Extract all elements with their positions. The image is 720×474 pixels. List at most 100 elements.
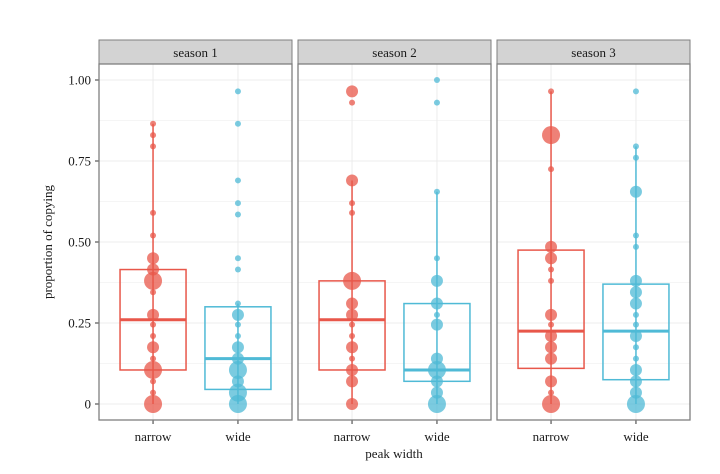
- strip-label: season 3: [571, 45, 615, 60]
- data-point: [548, 266, 555, 273]
- data-point: [632, 232, 639, 239]
- data-point: [433, 99, 440, 106]
- data-point: [147, 341, 160, 354]
- data-point: [228, 360, 247, 379]
- data-point: [430, 352, 443, 365]
- data-point: [150, 332, 157, 339]
- data-point: [346, 85, 359, 98]
- data-point: [545, 341, 558, 354]
- strip-label: season 1: [173, 45, 217, 60]
- box-group-narrow: [517, 88, 585, 413]
- data-point: [629, 386, 642, 399]
- strip-background: [297, 39, 492, 65]
- x-tick-label: wide: [225, 429, 251, 444]
- data-point: [632, 311, 639, 318]
- x-axis-title: peak width: [365, 446, 423, 461]
- data-point: [632, 143, 639, 150]
- facet-panel: season 2 narrow wide: [297, 39, 492, 444]
- data-point: [346, 363, 359, 376]
- data-point: [234, 266, 241, 273]
- data-point: [430, 318, 443, 331]
- y-tick-label: 0.25: [68, 316, 91, 331]
- data-point: [548, 389, 555, 396]
- data-point: [433, 255, 440, 262]
- data-point: [433, 188, 440, 195]
- data-point: [629, 363, 642, 376]
- data-point: [349, 99, 356, 106]
- data-point: [234, 255, 241, 262]
- data-point: [545, 252, 558, 265]
- panel-border: [297, 63, 492, 421]
- data-point: [430, 297, 443, 310]
- strip-label: season 2: [372, 45, 416, 60]
- data-point: [346, 375, 359, 388]
- data-point: [626, 395, 645, 413]
- data-point: [632, 243, 639, 250]
- data-point: [150, 120, 157, 127]
- panel-border: [496, 63, 691, 421]
- data-point: [147, 308, 160, 321]
- data-point: [228, 383, 247, 402]
- data-point: [632, 344, 639, 351]
- data-point: [346, 174, 359, 187]
- data-point: [144, 395, 163, 413]
- y-tick-label: 0: [85, 397, 92, 412]
- data-point: [150, 132, 157, 139]
- x-tick-label: narrow: [334, 429, 371, 444]
- data-point: [629, 375, 642, 388]
- data-point: [346, 308, 359, 321]
- panel-border: [98, 63, 293, 421]
- data-point: [629, 286, 642, 299]
- facet-panel: season 3 narrow wide: [496, 39, 691, 444]
- data-point: [629, 185, 642, 198]
- data-point: [632, 355, 639, 362]
- data-point: [150, 143, 157, 150]
- data-point: [234, 88, 241, 95]
- data-point: [349, 332, 356, 339]
- data-point: [346, 297, 359, 310]
- data-point: [629, 329, 642, 342]
- data-point: [542, 395, 561, 413]
- data-point: [548, 88, 555, 95]
- data-point: [150, 289, 157, 296]
- data-point: [548, 321, 555, 328]
- data-point: [147, 263, 160, 276]
- y-tick-label: 1.00: [68, 73, 91, 88]
- data-point: [349, 355, 356, 362]
- data-point: [346, 398, 359, 410]
- data-point: [231, 308, 244, 321]
- data-point: [234, 332, 241, 339]
- data-point: [150, 209, 157, 216]
- data-point: [433, 77, 440, 83]
- data-point: [144, 360, 163, 379]
- data-point: [343, 271, 362, 290]
- data-point: [545, 308, 558, 321]
- data-point: [632, 321, 639, 328]
- data-point: [632, 88, 639, 95]
- data-point: [150, 321, 157, 328]
- x-tick-label: wide: [623, 429, 649, 444]
- data-point: [231, 341, 244, 354]
- data-point: [629, 274, 642, 287]
- data-point: [147, 252, 160, 265]
- x-tick-label: narrow: [533, 429, 570, 444]
- data-point: [150, 232, 157, 239]
- data-point: [349, 200, 356, 207]
- y-tick-label: 0.50: [68, 235, 91, 250]
- box-group-narrow: [119, 120, 187, 413]
- data-point: [433, 311, 440, 318]
- data-point: [548, 166, 555, 173]
- data-point: [545, 352, 558, 365]
- y-axis: 0 0.25 0.50 0.75 1.00: [68, 73, 99, 412]
- data-point: [346, 341, 359, 354]
- data-point: [234, 177, 241, 184]
- data-point: [150, 378, 157, 385]
- data-point: [632, 154, 639, 161]
- data-point: [430, 386, 443, 399]
- data-point: [144, 271, 163, 290]
- y-tick-label: 0.75: [68, 154, 91, 169]
- box-group-wide: [602, 88, 670, 413]
- facet-panel: season 1 narrow wide: [98, 39, 293, 444]
